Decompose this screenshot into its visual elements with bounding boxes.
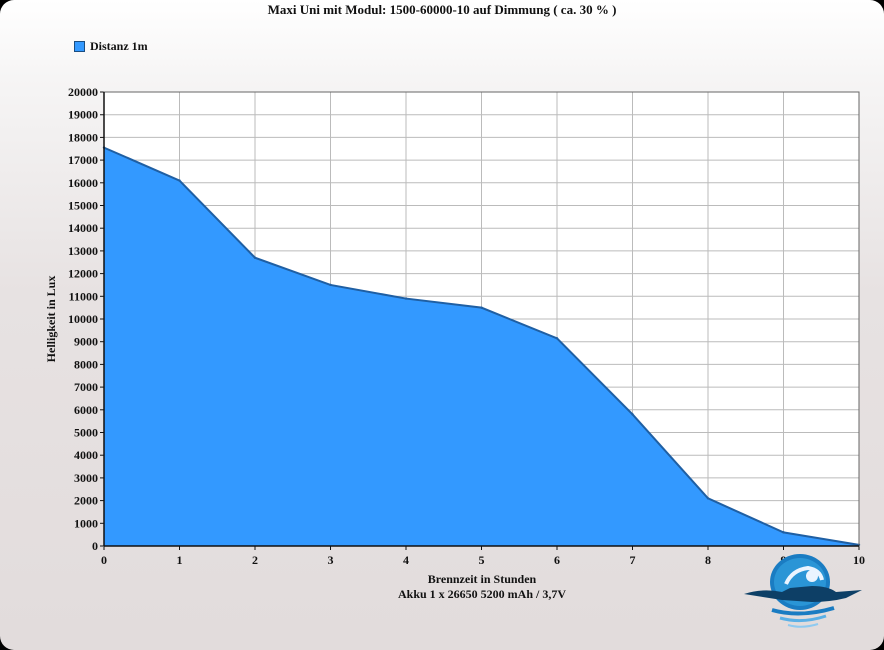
x-axis-title: Brennzeit in Stunden bbox=[427, 572, 537, 586]
y-tick-label: 19000 bbox=[68, 108, 98, 122]
legend-label: Distanz 1m bbox=[90, 39, 148, 53]
data-point bbox=[253, 256, 257, 259]
y-tick-label: 16000 bbox=[68, 176, 98, 190]
x-tick-label: 5 bbox=[479, 553, 485, 567]
y-tick-label: 15000 bbox=[68, 199, 98, 213]
y-tick-label: 6000 bbox=[74, 403, 98, 417]
y-tick-label: 1000 bbox=[74, 516, 98, 530]
y-tick-label: 20000 bbox=[68, 85, 98, 99]
data-point bbox=[631, 413, 634, 416]
legend-swatch bbox=[74, 41, 85, 52]
x-tick-label: 4 bbox=[403, 553, 409, 567]
data-point bbox=[404, 297, 408, 300]
chart-title: Maxi Uni mit Modul: 1500-60000-10 auf Di… bbox=[267, 2, 617, 17]
y-tick-label: 5000 bbox=[74, 426, 98, 440]
y-tick-label: 2000 bbox=[74, 494, 98, 508]
x-tick-label: 8 bbox=[705, 553, 711, 567]
x-tick-label: 0 bbox=[101, 553, 107, 567]
data-point bbox=[329, 283, 332, 287]
y-tick-label: 13000 bbox=[68, 244, 98, 258]
x-axis-subtitle: Akku 1 x 26650 5200 mAh / 3,7V bbox=[397, 587, 567, 601]
x-tick-label: 3 bbox=[328, 553, 334, 567]
y-axis-title: Helligkeit in Lux bbox=[44, 276, 58, 363]
y-tick-label: 3000 bbox=[74, 471, 98, 485]
y-tick-label: 9000 bbox=[74, 335, 98, 349]
x-tick-label: 10 bbox=[853, 553, 865, 567]
y-tick-label: 10000 bbox=[68, 312, 98, 326]
y-tick-label: 17000 bbox=[68, 153, 98, 167]
series-area bbox=[104, 147, 859, 547]
y-tick-label: 7000 bbox=[74, 380, 98, 394]
y-tick-label: 4000 bbox=[74, 448, 98, 462]
x-tick-label: 7 bbox=[630, 553, 636, 567]
x-tick-label: 1 bbox=[177, 553, 183, 567]
y-tick-label: 8000 bbox=[74, 357, 98, 371]
y-tick-label: 12000 bbox=[68, 267, 98, 281]
y-tick-label: 11000 bbox=[69, 289, 98, 303]
x-tick-label: 2 bbox=[252, 553, 258, 567]
x-tick-label: 6 bbox=[554, 553, 560, 567]
y-tick-label: 0 bbox=[92, 539, 98, 553]
y-tick-label: 18000 bbox=[68, 130, 98, 144]
legend: Distanz 1m bbox=[74, 39, 148, 54]
data-point bbox=[555, 337, 559, 340]
diver-logo-icon bbox=[744, 554, 862, 628]
data-point bbox=[178, 179, 181, 182]
y-tick-label: 14000 bbox=[68, 221, 98, 235]
data-point bbox=[706, 497, 710, 500]
data-point bbox=[480, 306, 483, 309]
data-point bbox=[782, 531, 785, 534]
